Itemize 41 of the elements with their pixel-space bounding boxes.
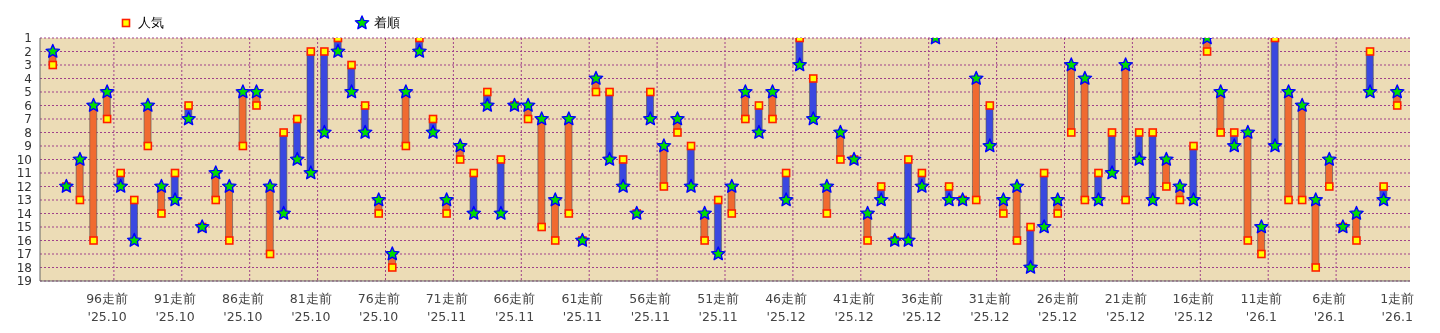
y-tick-label: 19 — [16, 274, 32, 289]
y-tick-label: 9 — [24, 139, 32, 154]
x-tick-label: 81走前 '25.10 — [289, 291, 332, 324]
x-tick-label: 66走前 '25.11 — [493, 291, 536, 324]
y-tick-label: 13 — [16, 193, 32, 208]
y-tick-label: 7 — [24, 112, 32, 127]
y-tick-label: 12 — [16, 179, 32, 194]
y-tick-label: 3 — [24, 58, 32, 73]
x-tick-label: 96走前 '25.10 — [86, 291, 129, 324]
x-tick-label: 11走前 '26.1 — [1240, 291, 1283, 324]
y-tick-label: 2 — [24, 44, 32, 59]
x-tick-label: 26走前 '25.12 — [1036, 291, 1079, 324]
legend-label: 人気 — [138, 14, 164, 32]
x-tick-label: 51走前 '25.11 — [697, 291, 740, 324]
x-tick-label: 71走前 '25.11 — [425, 291, 468, 324]
y-tick-label: 17 — [16, 247, 32, 262]
x-tick-label: 41走前 '25.12 — [833, 291, 875, 324]
x-tick-label: 6走前 '26.1 — [1312, 291, 1347, 324]
y-tick-label: 10 — [16, 152, 32, 167]
x-tick-label: 86走前 '25.10 — [221, 291, 264, 324]
y-tick-label: 5 — [24, 85, 32, 100]
x-tick-label: 16走前 '25.12 — [1172, 291, 1215, 324]
x-tick-label: 31走前 '25.12 — [968, 291, 1011, 324]
x-tick-label: 21走前 '25.12 — [1104, 291, 1147, 324]
x-tick-label: 36走前 '25.12 — [900, 291, 943, 324]
y-tick-label: 11 — [16, 166, 32, 181]
x-tick-label: 76走前 '25.10 — [357, 291, 400, 324]
y-tick-label: 8 — [24, 125, 32, 140]
y-tick-label: 4 — [24, 71, 32, 86]
x-tick-label: 46走前 '25.12 — [765, 291, 808, 324]
x-tick-label: 56走前 '25.11 — [629, 291, 672, 324]
legend-label: 着順 — [374, 14, 400, 32]
x-tick-label: 61走前 '25.11 — [561, 291, 604, 324]
y-tick-label: 16 — [16, 233, 32, 248]
y-tick-label: 15 — [16, 220, 32, 235]
y-tick-label: 1 — [24, 31, 32, 46]
x-tick-label: 1走前 '26.1 — [1380, 291, 1415, 324]
y-tick-label: 14 — [16, 206, 32, 221]
y-tick-label: 6 — [24, 98, 32, 113]
y-tick-label: 18 — [16, 260, 32, 275]
x-tick-label: 91走前 '25.10 — [154, 291, 196, 324]
